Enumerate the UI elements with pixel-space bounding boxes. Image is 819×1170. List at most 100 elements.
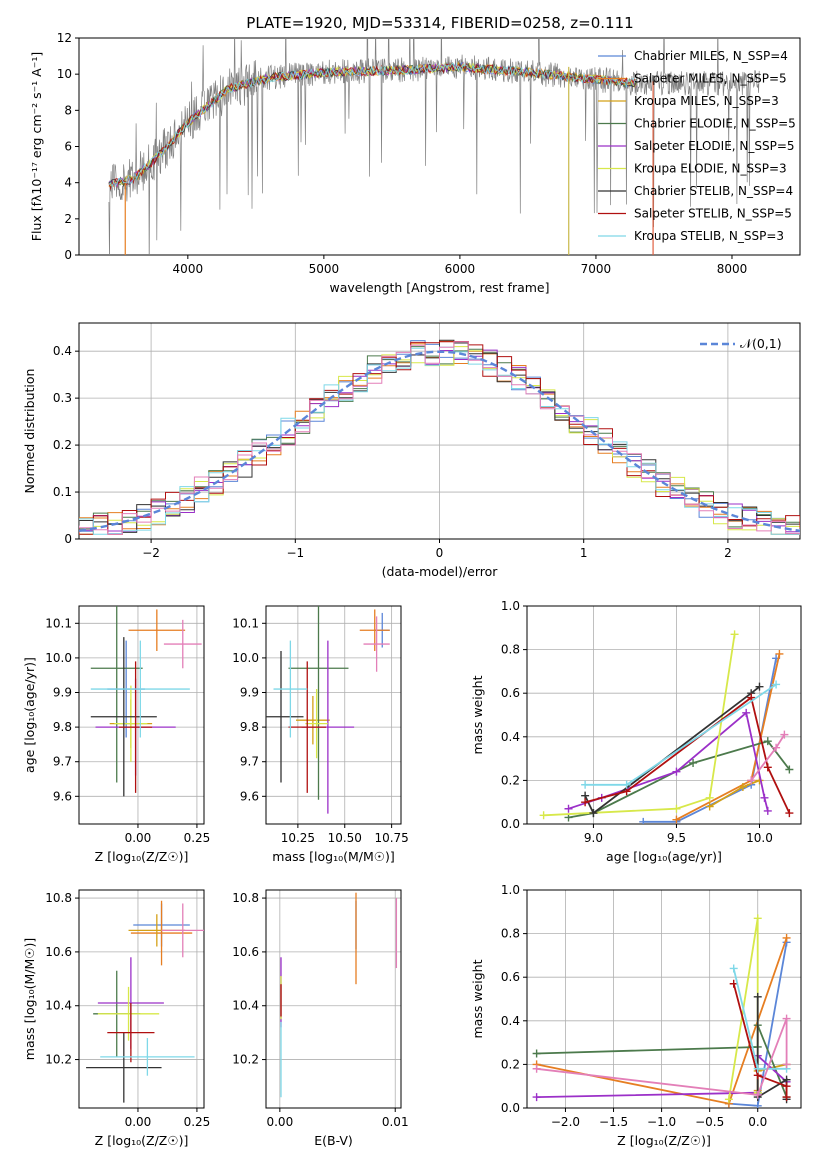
x-tick-label: 10.0	[746, 831, 773, 845]
y-tick-label: 9.6	[53, 789, 72, 803]
panel-age_vs_mass: 10.25 10.50 10.75 9.6 9.7 9.8 9.9 10.0 10.1 mass …	[232, 605, 409, 864]
weight-point-marker	[775, 649, 784, 658]
y-tick-label: 10	[57, 67, 72, 81]
weight-point-marker	[782, 1093, 791, 1102]
x-tick-label: −2.0	[551, 1115, 580, 1129]
weight-point-marker	[672, 767, 681, 776]
axes-frame	[526, 889, 802, 1109]
y-tick-label: 0.3	[53, 391, 72, 405]
x-axis-label: wavelength [Angstrom, rest frame]	[329, 280, 549, 295]
x-tick-label: 6000	[445, 262, 476, 276]
weight-series-line	[732, 983, 788, 1098]
y-axis-label: mass weight	[470, 959, 485, 1038]
weight-point-marker	[785, 809, 794, 818]
plot-area	[86, 900, 204, 1103]
y-tick-label: 0	[64, 248, 72, 262]
y-tick-label: 0	[64, 532, 72, 546]
y-tick-label: 6	[64, 140, 72, 154]
weight-point-marker	[705, 793, 714, 802]
y-axis-label: age [log₁₀(age/yr)]	[22, 657, 37, 773]
weight-point-marker	[564, 804, 573, 813]
x-tick-label: 9.5	[667, 831, 686, 845]
x-tick-label: −1.5	[599, 1115, 628, 1129]
weight-point-marker	[780, 730, 789, 739]
x-axis-label: Z [log₁₀(Z/Z☉)]	[617, 1133, 711, 1148]
y-tick-label: 0.4	[501, 1014, 520, 1028]
weight-point-marker	[724, 1095, 733, 1104]
plot-area	[90, 606, 202, 797]
axes-frame	[78, 889, 205, 1109]
legend-label: Salpeter ELODIE, N_SSP=5	[634, 139, 795, 153]
plot-area	[79, 339, 800, 535]
x-tick-label: 10.50	[328, 831, 362, 845]
weight-point-marker	[772, 743, 781, 752]
weight-point-marker	[747, 776, 756, 785]
y-tick-label: 8	[64, 103, 72, 117]
panel-mass_vs_Z: 0.00 0.25 10.2 10.4 10.6 10.8 Z [log₁₀(Z/Z☉)] m…	[22, 889, 210, 1148]
y-tick-label: 9.8	[240, 720, 259, 734]
x-tick-label: 0.0	[748, 1115, 767, 1129]
plot-area	[266, 606, 390, 814]
legend-label: Kroupa MILES, N_SSP=3	[634, 94, 779, 108]
panel-weight_vs_Z: −2.0 −1.5 −1.0 −0.5 0.0 0.0 0.2 0.4 0.6 0.8 1.0 Z […	[470, 883, 802, 1148]
weight-point-marker	[782, 933, 791, 942]
x-tick-label: 10.25	[281, 831, 315, 845]
weight-point-marker	[753, 914, 762, 923]
y-tick-label: 0.6	[501, 970, 520, 984]
legend-label: Chabrier MILES, N_SSP=4	[634, 49, 788, 63]
y-tick-label: 2	[64, 212, 72, 226]
weight-point-marker	[729, 964, 738, 973]
weight-series-line	[536, 1018, 788, 1096]
weight-point-marker	[672, 804, 681, 813]
y-tick-label: 10.4	[45, 999, 72, 1013]
panel-spectrum: 4000 5000 6000 7000 8000 0 2 4 6 8 10 12 wavelength …	[29, 31, 801, 295]
y-tick-label: 10.6	[45, 945, 72, 959]
y-tick-label: 0.8	[501, 927, 520, 941]
y-tick-label: 12	[57, 31, 72, 45]
weight-point-marker	[581, 780, 590, 789]
x-axis-label: E(B-V)	[314, 1133, 353, 1148]
weight-point-marker	[763, 763, 772, 772]
plot-area	[108, 38, 760, 255]
weight-point-marker	[782, 1060, 791, 1069]
axes-frame	[265, 889, 402, 1109]
y-tick-label: 1.0	[501, 883, 520, 897]
axes-frame	[78, 322, 801, 540]
weight-series-line	[543, 634, 736, 817]
x-tick-label: 10.75	[374, 831, 408, 845]
x-tick-label: 4000	[173, 262, 204, 276]
weight-point-marker	[729, 979, 738, 988]
x-tick-label: 0	[436, 546, 444, 560]
weight-point-marker	[689, 758, 698, 767]
weight-series-line	[568, 711, 769, 812]
y-tick-label: 9.9	[53, 686, 72, 700]
y-tick-label: 9.6	[240, 789, 259, 803]
axes-frame	[526, 605, 802, 825]
weight-point-marker	[753, 992, 762, 1001]
x-tick-label: 0.00	[125, 831, 152, 845]
x-tick-label: −0.5	[695, 1115, 724, 1129]
y-tick-label: 4	[64, 176, 72, 190]
y-axis-label: mass [log₁₀(M/M☉)]	[22, 938, 37, 1060]
x-axis-label: (data-model)/error	[382, 564, 499, 579]
x-tick-label: −1.0	[647, 1115, 676, 1129]
legend-label: Salpeter MILES, N_SSP=5	[634, 72, 787, 86]
spectrum-model-line	[108, 62, 637, 187]
y-tick-label: 10.1	[45, 616, 72, 630]
weight-point-marker	[772, 680, 781, 689]
axes-frame	[78, 37, 801, 256]
weight-point-marker	[782, 1014, 791, 1023]
x-tick-label: 5000	[309, 262, 340, 276]
y-tick-label: 0.2	[53, 438, 72, 452]
y-tick-label: 1.0	[501, 599, 520, 613]
weight-point-marker	[705, 802, 714, 811]
panel-mass_vs_ebv: 0.00 0.01 10.2 10.4 10.6 10.8 E(B-V)	[232, 889, 409, 1148]
panel-weight_vs_age: 9.0 9.5 10.0 0.0 0.2 0.4 0.6 0.8 1.0 age [log₁₀(a…	[470, 599, 802, 864]
x-tick-label: −2	[142, 546, 160, 560]
y-tick-label: 10.6	[232, 945, 259, 959]
weight-point-marker	[738, 782, 747, 791]
normal-curve	[79, 350, 800, 532]
x-tick-label: 0.01	[382, 1115, 409, 1129]
histogram-series	[79, 341, 800, 535]
weight-point-marker	[539, 811, 548, 820]
